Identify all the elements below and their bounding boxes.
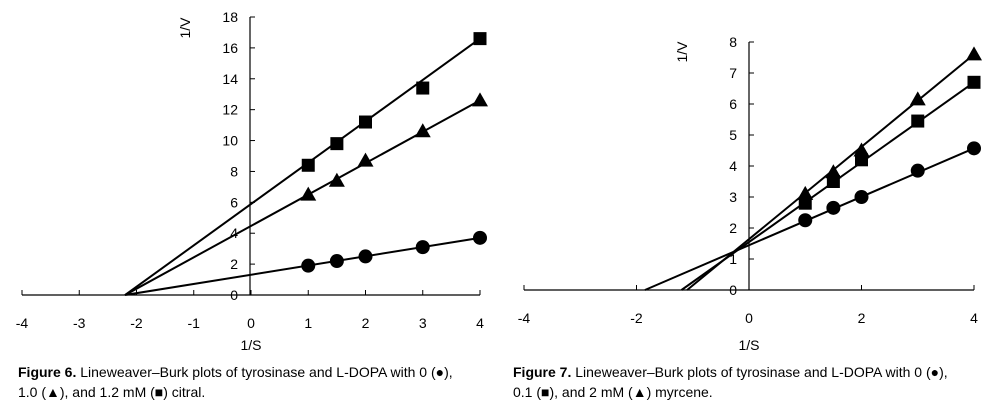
square-data-point — [911, 114, 925, 128]
circle-data-point — [826, 200, 841, 215]
y-tick-label: 0 — [729, 282, 737, 298]
triangle-data-point — [472, 92, 488, 107]
triangle-data-point — [328, 172, 345, 187]
figure-6-caption-label: Figure 6. — [18, 364, 77, 380]
triangle-data-point — [300, 186, 317, 201]
y-tick-label: 4 — [729, 158, 737, 174]
circle-data-point — [473, 230, 487, 245]
x-tick-label: -3 — [73, 315, 86, 331]
square-data-point — [855, 153, 868, 167]
figure-7-caption-line2: 0.1 (■), and 2 mM (▲) myrcene. — [513, 384, 713, 400]
figure-7-caption-line1: Lineweaver–Burk plots of tyrosinase and … — [575, 364, 948, 380]
y-tick-label: 16 — [222, 40, 238, 56]
y-tick-label: 6 — [729, 96, 737, 112]
square-data-point — [473, 32, 487, 46]
triangle-data-point — [414, 123, 431, 138]
x-tick-label: -2 — [630, 310, 643, 326]
x-tick-label: 0 — [745, 310, 753, 326]
y-tick-label: 6 — [230, 194, 238, 210]
y-tick-label: 7 — [729, 65, 737, 81]
triangle-data-point — [357, 152, 374, 167]
circle-data-point — [301, 258, 316, 273]
y-tick-label: 1 — [729, 251, 737, 267]
y-tick-label: 8 — [230, 163, 238, 179]
x-tick-label: -2 — [130, 315, 143, 331]
x-tick-label: -1 — [188, 315, 201, 331]
figure-7-caption: Figure 7. Lineweaver–Burk plots of tyros… — [513, 362, 993, 402]
x-tick-label: -4 — [16, 315, 29, 331]
x-tick-label: 2 — [858, 310, 866, 326]
triangle-data-point — [909, 91, 926, 106]
figure-6-caption-line1: Lineweaver–Burk plots of tyrosinase and … — [80, 364, 453, 380]
circle-data-point — [910, 163, 925, 178]
y-tick-label: 3 — [729, 189, 737, 205]
x-tick-label: 0 — [247, 315, 255, 331]
triangle-data-point — [966, 46, 982, 61]
figure-6-caption-line2: 1.0 (▲), and 1.2 mM (■) citral. — [18, 384, 206, 400]
square-data-point — [359, 115, 372, 129]
circle-data-point — [358, 249, 373, 264]
y-tick-label: 8 — [729, 34, 737, 50]
square-data-point — [798, 196, 812, 210]
y-tick-label: 10 — [222, 133, 238, 149]
figure-7-panel: -4 -2 0 2 4 0 1 2 3 4 5 6 7 8 1/S 1/V — [500, 0, 996, 412]
square-data-point — [301, 158, 315, 172]
x-tick-label: 2 — [362, 315, 370, 331]
y-tick-label: 12 — [222, 102, 238, 118]
square-data-point — [826, 175, 840, 188]
x-tick-label: 1 — [304, 315, 312, 331]
figure-6-panel: -4 -3 -2 -1 0 1 2 3 4 0 2 4 6 8 10 12 14 16 18 1/S 1/V — [16, 9, 488, 353]
circle-data-point — [798, 213, 813, 228]
figure-7-chart: -4 -2 0 2 4 0 1 2 3 4 5 6 7 8 1/S 1/V — [518, 34, 982, 353]
square-data-point — [330, 137, 344, 151]
x-tick-label: 4 — [476, 315, 484, 331]
figure-6-caption: Figure 6. Lineweaver–Burk plots of tyros… — [18, 362, 498, 402]
triangle-data-point — [853, 142, 870, 157]
square-data-point — [416, 81, 430, 95]
y-tick-label: 0 — [230, 287, 238, 303]
y-tick-label: 4 — [230, 225, 238, 241]
triangle-data-point — [825, 164, 842, 179]
y-tick-label: 14 — [222, 71, 238, 87]
circle-data-point — [329, 254, 344, 269]
square-data-point — [967, 75, 981, 89]
x-axis-label: 1/S — [738, 337, 759, 353]
circle-data-point — [415, 240, 430, 255]
triangle-data-point — [797, 185, 814, 200]
x-axis-label: 1/S — [240, 337, 261, 353]
x-tick-label: -4 — [518, 310, 531, 326]
y-axis-label: 1/V — [674, 41, 690, 63]
x-tick-label: 4 — [970, 310, 978, 326]
y-axis-label: 1/V — [177, 17, 193, 39]
y-tick-label: 18 — [222, 9, 238, 25]
circle-data-point — [967, 141, 981, 156]
y-tick-label: 2 — [230, 256, 238, 272]
y-tick-label: 2 — [729, 220, 737, 236]
x-tick-label: 3 — [419, 315, 427, 331]
circle-data-point — [854, 190, 869, 204]
y-tick-label: 5 — [729, 127, 737, 143]
figure-7-caption-label: Figure 7. — [513, 364, 572, 380]
